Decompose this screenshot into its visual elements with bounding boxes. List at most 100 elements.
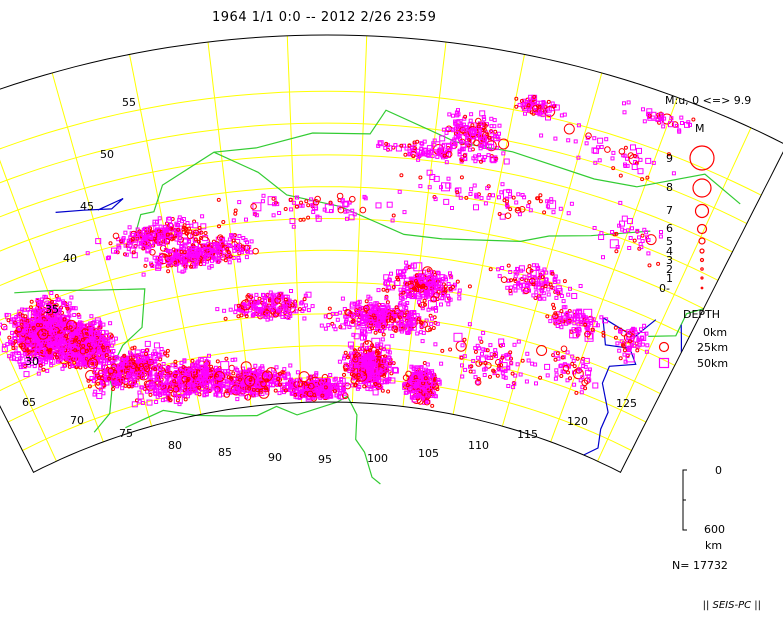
quake-marker-deep [79,357,84,361]
quake-marker-deep [457,288,462,293]
quake-marker-deep [422,269,427,274]
quake-marker-shallow [385,300,390,305]
quake-marker-shallow [72,360,77,365]
quake-marker-shallow [231,371,236,376]
quake-marker-deep [59,350,64,354]
quake-marker-deep [7,354,12,359]
quake-marker-deep [237,234,242,239]
quake-marker-deep [177,236,182,241]
quake-marker-shallow [455,279,460,284]
quake-marker-deep [104,330,109,335]
quake-marker-deep [36,371,41,376]
quake-marker-deep [544,270,549,275]
quake-marker-deep [177,215,182,220]
quake-marker-shallow [104,353,109,358]
quake-marker-shallow [364,340,369,345]
quake-marker-deep [61,318,68,325]
quake-marker-deep [156,353,161,358]
quake-marker-shallow [364,299,369,304]
quake-marker-deep [69,295,74,300]
quake-marker-deep [144,257,149,262]
quake-marker-deep [515,266,520,271]
quake-marker-deep [448,271,452,276]
quake-marker-deep [57,308,62,313]
quake-marker-deep [91,378,96,383]
quake-marker-deep [74,343,79,348]
quake-marker-deep [3,326,8,331]
quake-marker-shallow [37,328,49,340]
quake-marker-deep [31,342,36,347]
quake-marker-deep [235,397,240,402]
quake-marker-shallow [223,258,228,263]
quake-marker-deep [22,307,27,312]
quake-marker-deep [49,359,54,363]
quake-marker-shallow [451,285,455,289]
quake-marker-deep [269,316,274,321]
quake-marker-shallow [112,232,120,240]
quake-marker-deep [555,324,560,328]
quake-marker-shallow [385,288,390,293]
border-line [648,308,704,337]
quake-marker-deep [328,373,333,377]
quake-marker-shallow [173,359,178,364]
quake-marker-deep [228,307,233,312]
quake-marker-deep [337,391,342,396]
quake-marker-shallow [62,317,67,322]
quake-marker-shallow [386,389,391,394]
quake-marker-deep [110,353,115,357]
quake-marker-deep [4,312,9,317]
quake-marker-deep [60,366,65,371]
quake-marker-deep [527,273,532,278]
quake-marker-shallow [327,306,332,311]
quake-marker-deep [326,323,331,328]
quake-marker-shallow [349,372,354,377]
quake-marker-deep [380,328,385,333]
quake-marker-deep [89,376,94,380]
quake-marker-deep [120,386,125,391]
quake-marker-shallow [381,287,386,292]
quake-marker-shallow [41,367,46,372]
quake-marker-shallow [46,308,54,316]
quake-marker-shallow [396,277,400,282]
quake-marker-deep [21,329,26,334]
quake-marker-deep [546,292,551,297]
quake-marker-deep [537,296,542,301]
quake-marker-deep [159,347,164,351]
quake-marker-deep [70,363,75,368]
quake-marker-deep [20,307,25,312]
quake-marker-shallow [84,349,89,354]
quake-marker-deep [45,368,50,373]
quake-marker-deep [387,285,392,290]
graticule-parallel [0,249,690,338]
quake-marker-deep [335,317,340,322]
graticule-meridian [0,337,57,462]
quake-marker-deep [137,399,142,404]
quake-marker-deep [202,393,207,398]
quake-marker-deep [176,240,181,245]
quake-marker-shallow [209,364,214,369]
quake-marker-deep [338,310,343,315]
quake-marker-shallow [257,296,262,301]
quake-marker-deep [540,271,545,276]
quake-marker-deep [542,296,547,301]
quake-marker-shallow [190,358,195,363]
quake-marker-deep [60,299,65,304]
quake-marker-shallow [552,306,556,311]
quake-marker-deep [390,333,395,338]
quake-marker-deep [31,337,36,342]
quake-marker-deep [323,314,328,319]
quake-marker-deep [55,297,60,302]
quake-marker-deep [104,337,111,344]
quake-marker-deep [457,296,462,301]
quake-marker-shallow [302,297,307,302]
quake-marker-deep [381,346,386,351]
quake-marker-shallow [203,231,208,235]
quake-marker-deep [9,356,14,361]
quake-marker-shallow [545,314,550,319]
quake-marker-deep [571,293,578,299]
quake-marker-shallow [158,357,163,362]
quake-marker-deep [53,330,57,335]
quake-marker-deep [359,347,364,351]
quake-marker-deep [227,260,232,265]
quake-marker-deep [380,337,385,342]
